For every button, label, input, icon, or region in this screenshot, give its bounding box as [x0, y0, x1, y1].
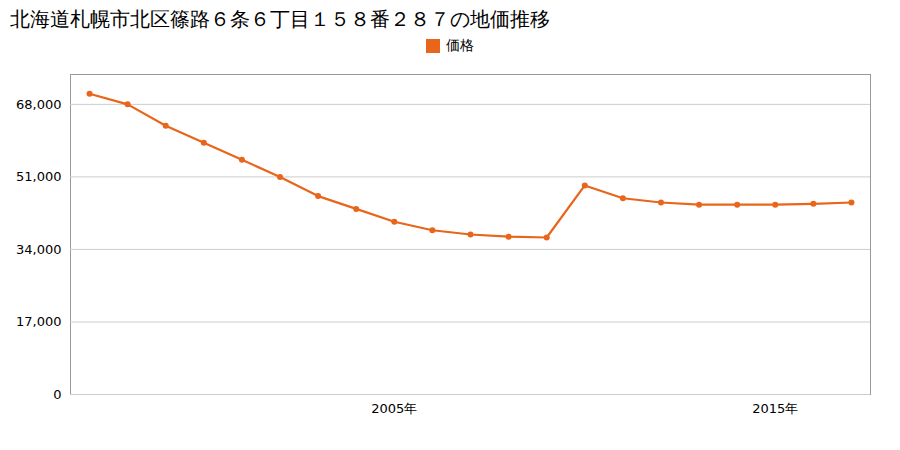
svg-text:17,000: 17,000: [16, 314, 62, 329]
svg-text:34,000: 34,000: [16, 242, 62, 257]
html-text:北海道札幌市北区篠路６条６丁目１５８番２８７の地価推移: 北海道札幌市北区篠路６条６丁目１５８番２８７の地価推移: [10, 7, 550, 31]
html-text:価格: 価格: [446, 37, 474, 53]
svg-text:0: 0: [53, 387, 61, 402]
svg-text:2015年: 2015年: [752, 401, 798, 416]
svg-text:2005年: 2005年: [371, 401, 417, 416]
svg-text:51,000: 51,000: [16, 169, 62, 184]
svg-text:68,000: 68,000: [16, 97, 62, 112]
